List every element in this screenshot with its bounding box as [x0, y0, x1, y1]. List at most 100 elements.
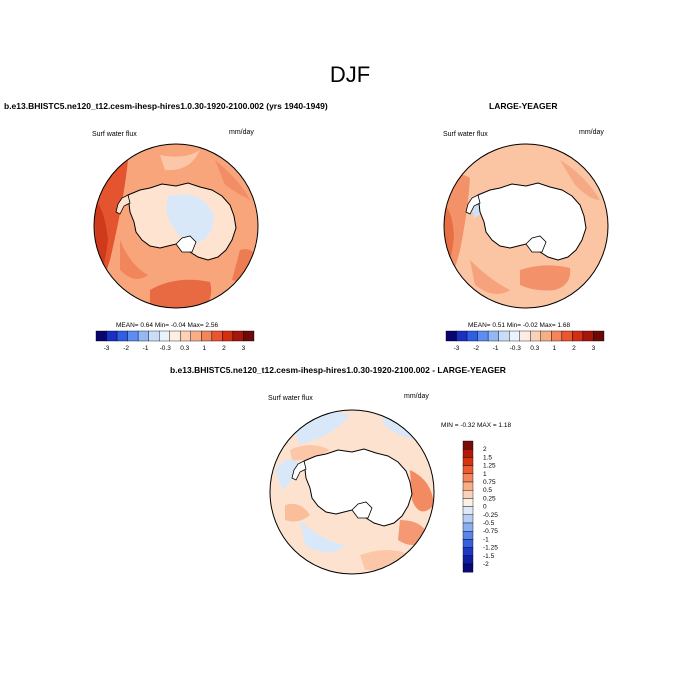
peninsula-panel2	[465, 194, 481, 215]
panel1-colorbar-box	[106, 330, 118, 342]
panel2-colorbar-box	[487, 330, 499, 342]
antarctic-interior-panel1	[166, 194, 214, 244]
panel3-colorbar-box	[462, 506, 474, 516]
panel3-colorbar-box	[462, 539, 474, 548]
map-border-panel1	[93, 143, 259, 309]
panel1-colorbar-tick-label: -0.3	[160, 345, 172, 352]
panel1-colorbar-box	[201, 330, 213, 342]
panel3-colorbar-tick-label: -2	[483, 561, 489, 568]
panel3-units: mm/day	[404, 393, 429, 400]
panel1-colorbar-tick-label: 3	[242, 345, 246, 352]
panel2-colorbar-box	[509, 330, 520, 342]
ross-ice-shelf-panel1	[175, 235, 197, 253]
panel3-colorbar-tick-label: 1.25	[483, 463, 496, 470]
panel1-colorbar-box	[127, 330, 139, 342]
panel3-colorbar-box	[462, 481, 474, 491]
panel3-colorbar-tick-label: 0.5	[483, 487, 492, 494]
panel3-colorbar-box	[462, 457, 474, 466]
panel3-colorbar-tick-label: -1.5	[483, 553, 495, 560]
panel2-colorbar-box	[466, 330, 478, 342]
panel2-colorbar-tick-label: -2	[473, 345, 479, 352]
panel2-colorbar-tick-label: -0.3	[510, 345, 522, 352]
panel2-variable-label: Surf water flux	[443, 131, 488, 138]
panel1-colorbar-box	[148, 330, 160, 342]
panel1-colorbar-box	[211, 330, 223, 342]
panel2-colorbar-box	[551, 330, 563, 342]
panel1-colorbar-box	[137, 330, 149, 342]
panel3-colorbar-tick-label: 1.5	[483, 454, 492, 461]
panel3-colorbar-box	[462, 465, 474, 475]
panel3-colorbar-box	[462, 547, 474, 556]
panel2-colorbar-box	[593, 330, 605, 342]
antarctica-landmass-panel3	[303, 448, 413, 527]
antarctica-landmass-panel2	[477, 182, 587, 261]
panel3-colorbar-tick-label: 0.25	[483, 495, 496, 502]
panel2-title: LARGE-YEAGER	[489, 101, 558, 111]
panel2-colorbar-box	[582, 330, 594, 342]
panel2-colorbar-tick-label: -1	[493, 345, 499, 352]
panel1-colorbar-box	[116, 330, 128, 342]
panel1-colorbar-box	[232, 330, 244, 342]
panel2-units: mm/day	[579, 129, 604, 136]
panel3-colorbar-box	[462, 522, 474, 532]
panel2-colorbar-box	[456, 330, 468, 342]
panel3-colorbar-tick-label: -0.75	[483, 528, 498, 535]
panel2-colorbar-box	[445, 330, 457, 342]
panel1-colorbar-tick-label: -2	[123, 345, 129, 352]
panel3-colorbar-tick-label: -1.25	[483, 545, 498, 552]
panel2-colorbar-box	[561, 330, 573, 342]
panel3-colorbar-box	[462, 531, 474, 540]
ross-ice-shelf-panel3	[351, 501, 373, 519]
panel1-colorbar-tick-label: 2	[222, 345, 226, 352]
panel3-colorbar-box	[462, 514, 474, 524]
panel2-colorbar-box	[498, 330, 510, 342]
panel3-colorbar-tick-label: -1	[483, 536, 489, 543]
map-border-panel2	[443, 143, 609, 309]
panel1-colorbar-tick-label: 1	[203, 345, 207, 352]
colorbar-panel1: -3 -2 -1 -0.3 0.3 1 2 3	[95, 330, 255, 352]
panel1-colorbar-box	[95, 330, 107, 342]
panel1-title: b.e13.BHISTC5.ne120_t12.cesm-ihesp-hires…	[4, 101, 328, 111]
panel2-colorbar-tick-label: 3	[592, 345, 596, 352]
panel3-colorbar-tick-label: -0.25	[483, 512, 498, 519]
panel2-colorbar-box	[572, 330, 584, 342]
colorbar-panel2: -3 -2 -1 -0.3 0.3 1 2 3	[445, 330, 605, 352]
panel3-stats: MIN = -0.32 MAX = 1.18	[441, 422, 512, 429]
panel2-colorbar-box	[477, 330, 489, 342]
panel1-colorbar-box	[158, 330, 170, 342]
peninsula-panel1	[115, 194, 131, 215]
panel3-colorbar-box	[462, 498, 474, 507]
panel3-colorbar-box	[462, 555, 474, 565]
panel2-colorbar-tick-label: 2	[572, 345, 576, 352]
panel1-colorbar-tick-label: -3	[104, 345, 110, 352]
panel1-colorbar-box	[190, 330, 202, 342]
panel2-colorbar-box	[519, 330, 531, 342]
panel1-stats: MEAN= 0.64 Min= -0.04 Max= 2.56	[116, 322, 219, 329]
panel1-colorbar-tick-label: 0.3	[180, 345, 189, 352]
ross-ice-shelf-panel2	[525, 235, 547, 253]
panel3-colorbar-box	[462, 440, 474, 450]
panel1-variable-label: Surf water flux	[92, 131, 137, 138]
panel3-colorbar-box	[462, 490, 474, 499]
page-title: DJF	[329, 62, 371, 87]
panel1-colorbar-box	[243, 330, 255, 342]
panel3-colorbar-tick-label: 0	[483, 504, 487, 511]
panel1-units: mm/day	[229, 129, 254, 136]
panel3-colorbar-box	[462, 473, 474, 483]
panel3-colorbar-box	[462, 449, 474, 458]
panel3-title: b.e13.BHISTC5.ne120_t12.cesm-ihesp-hires…	[170, 365, 506, 375]
panel1-colorbar-tick-label: -1	[143, 345, 149, 352]
panel2-colorbar-tick-label: 1	[553, 345, 557, 352]
panel3-colorbar-box	[462, 563, 474, 573]
map-border-panel3	[269, 409, 435, 575]
panel1-colorbar-box	[180, 330, 191, 342]
panel3-colorbar-tick-label: 1	[483, 471, 487, 478]
panel2-colorbar-box	[530, 330, 541, 342]
panel3-colorbar-tick-label: 2	[483, 446, 487, 453]
panel1-colorbar-box	[222, 330, 234, 342]
panel2-stats: MEAN= 0.51 Min= -0.02 Max= 1.68	[468, 322, 571, 329]
panel2-colorbar-tick-label: 0.3	[530, 345, 539, 352]
panel2-colorbar-box	[540, 330, 552, 342]
